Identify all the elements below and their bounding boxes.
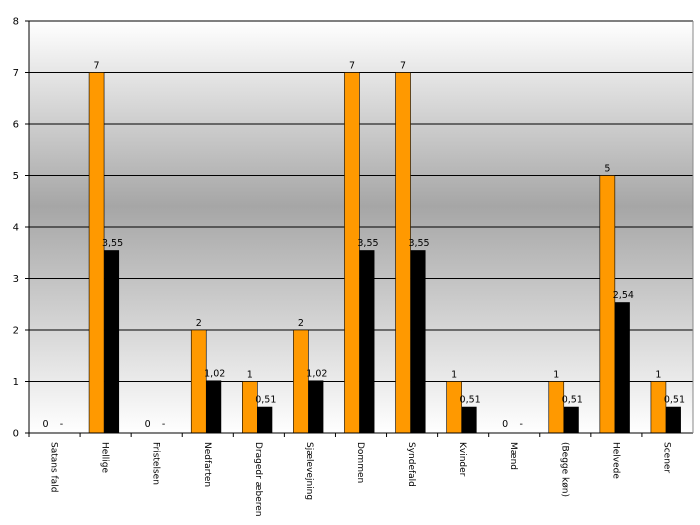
y-tick-label: 5 [13,171,19,182]
data-label-series-1: 7 [400,61,406,72]
y-tick-label: 7 [13,68,19,79]
bar-series-2 [563,406,579,433]
y-tick-label: 4 [13,223,19,234]
data-label-series-2: 3,55 [408,238,429,249]
bar-series-2 [257,406,273,433]
data-label-series-2: 1,02 [306,368,327,379]
data-label-series-1: 0 [502,419,508,430]
data-label-series-1: 2 [298,318,304,329]
data-label-series-1: 1 [553,370,559,381]
bar-series-1 [599,175,616,434]
y-tick-label: 6 [13,120,19,131]
data-label-series-2: 2,54 [613,290,634,301]
data-labels: 0 -73,550 -21,02 10,5121,0273,5573,5510,510… [42,61,685,431]
data-label-series-2: 0,51 [460,395,481,406]
y-tick-label: 2 [13,326,19,337]
data-label-series-2: 0,51 [562,395,583,406]
category-label: Satans fald [49,442,59,492]
y-tick-label: 1 [13,377,19,388]
bar-series-1 [344,72,360,434]
y-tick-label: 3 [13,274,19,285]
data-label-series-2: 3,55 [102,238,123,249]
data-label-series-2: - [60,419,63,430]
data-label-series-2: - [162,419,165,430]
data-label-series-1: 0 [145,419,151,430]
category-label: Mænd [508,442,518,470]
category-label: Fristelsen [151,442,161,485]
bar-series-1 [446,381,462,434]
y-tick-label: 8 [13,17,19,28]
category-label: Nedfarten [202,442,212,487]
bar-series-1 [395,72,411,434]
category-label: Helvede [610,442,620,479]
bar-series-2 [410,250,426,433]
y-tick-label: 0 [13,429,19,440]
bar-series-2 [308,380,324,433]
bar-series-2 [206,380,222,433]
bar-series-2 [461,406,477,433]
bar-series-1 [88,72,105,434]
data-label-series-2: 0,51 [255,395,276,406]
bars [88,72,681,434]
bar-series-1 [548,381,565,434]
category-label: Scener [661,442,671,473]
data-label-series-1: 1 [247,370,253,381]
category-label: Kvinder [457,442,467,477]
category-label: Dragedr æberen [253,442,263,517]
bar-series-2 [665,406,681,433]
data-label-series-2: 0,51 [664,395,685,406]
data-label-series-2: - [519,419,522,430]
bar-series-2 [104,250,120,433]
data-label-series-1: 5 [604,164,610,175]
data-label-series-2: 1,02 [204,368,225,379]
data-label-series-2: 3,55 [357,238,378,249]
axes: 0 1 2 3 4 5 6 7 8 Satans fald Hellige Fristelsen Ned… [13,17,694,517]
bar-series-1 [242,381,258,434]
data-label-series-1: 7 [94,61,100,72]
bar-series-1 [293,329,309,434]
data-label-series-1: 1 [451,370,457,381]
category-label: Sjælevejning [304,442,314,500]
bar-series-1 [650,381,667,434]
bar-series-2 [359,250,375,433]
bar-series-1 [190,329,207,434]
data-label-series-1: 1 [655,370,661,381]
data-label-series-1: 2 [196,318,202,329]
category-label: Syndefald [406,442,416,487]
category-label: Hellige [100,442,110,474]
data-label-series-1: 0 [42,419,48,430]
bar-series-2 [614,302,630,433]
category-label: Dommen [355,442,365,483]
category-label: (Begge køn) [559,442,569,497]
data-label-series-1: 7 [349,61,355,72]
